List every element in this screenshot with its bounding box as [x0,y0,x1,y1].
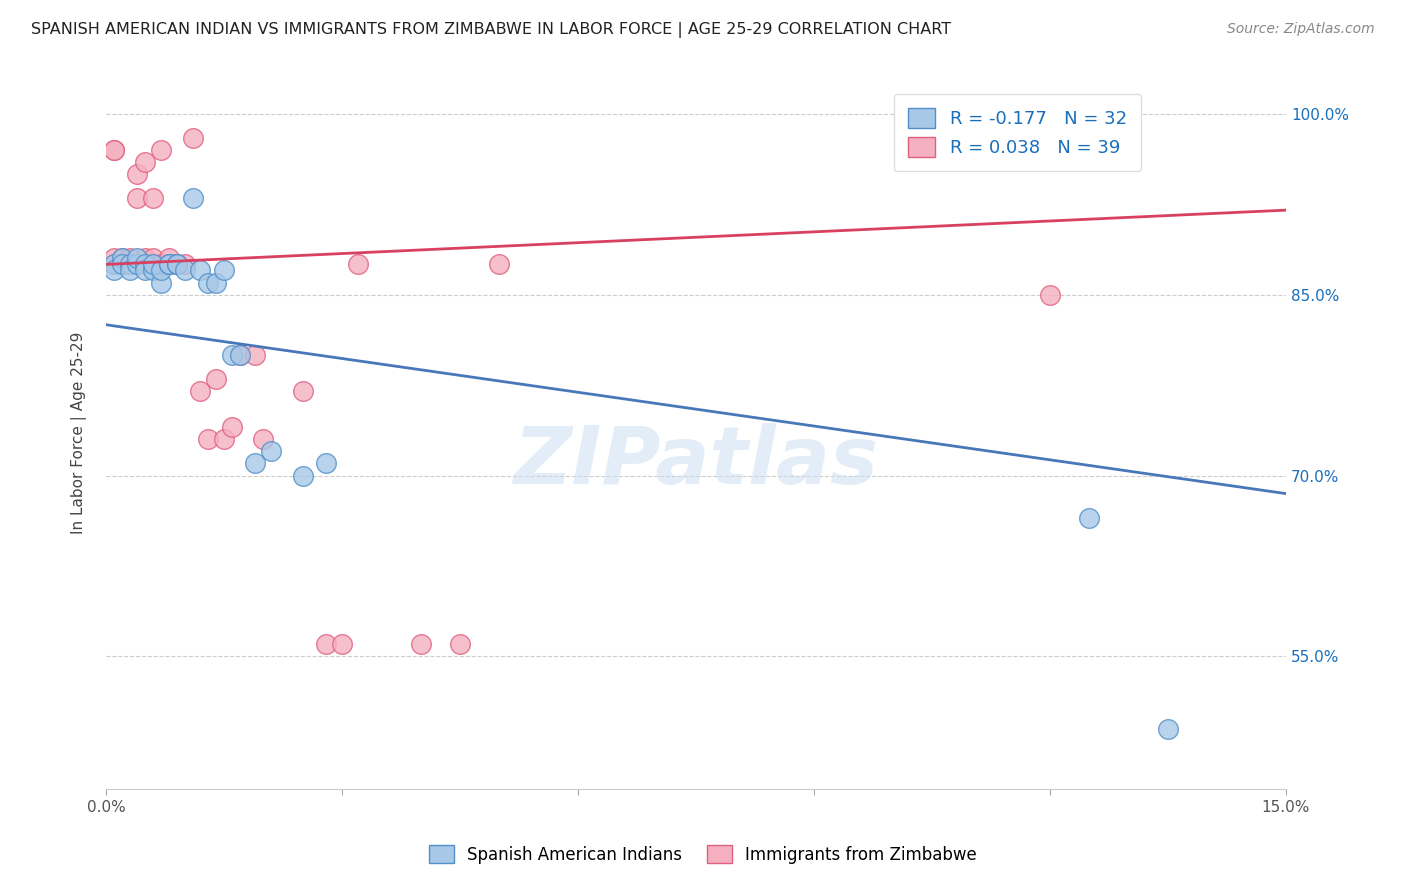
Point [157,252,180,266]
Text: ZIPatlas: ZIPatlas [513,423,879,500]
Text: SPANISH AMERICAN INDIAN VS IMMIGRANTS FROM ZIMBABWE IN LABOR FORCE | AGE 25-29 C: SPANISH AMERICAN INDIAN VS IMMIGRANTS FR… [31,22,950,38]
Point [111,257,134,271]
Point [205,372,228,386]
Point [166,257,188,271]
Point [111,252,134,266]
Point [252,433,274,447]
Point [150,276,173,290]
Point [1039,287,1062,301]
Point [134,154,156,169]
Point [118,263,141,277]
Point [181,191,204,205]
Point [166,257,188,271]
Point [150,263,173,277]
Point [449,637,471,651]
Legend: R = -0.177   N = 32, R = 0.038   N = 39: R = -0.177 N = 32, R = 0.038 N = 39 [894,94,1142,171]
Point [142,257,165,271]
Point [142,191,165,205]
Point [228,348,250,362]
Point [173,263,195,277]
Point [315,637,337,651]
Point [103,143,125,157]
Point [127,257,149,271]
Legend: Spanish American Indians, Immigrants from Zimbabwe: Spanish American Indians, Immigrants fro… [422,838,984,871]
Point [157,257,180,271]
Point [118,257,141,271]
Point [111,252,134,266]
Point [127,252,149,266]
Point [221,420,243,434]
Point [134,263,156,277]
Point [103,257,125,271]
Point [134,252,156,266]
Point [212,263,235,277]
Point [315,457,337,471]
Point [245,348,267,362]
Point [488,257,510,271]
Text: Source: ZipAtlas.com: Source: ZipAtlas.com [1227,22,1375,37]
Point [118,257,141,271]
Point [150,257,173,271]
Point [142,263,165,277]
Point [197,433,219,447]
Point [205,276,228,290]
Point [173,257,195,271]
Point [190,384,212,398]
Point [346,257,368,271]
Point [118,257,141,271]
Point [157,257,180,271]
Point [142,257,165,271]
Point [245,457,267,471]
Point [291,468,314,483]
Point [118,252,141,266]
Point [142,252,165,266]
Point [330,637,353,651]
Point [103,257,125,271]
Point [260,444,283,458]
Point [212,433,235,447]
Point [1078,510,1101,524]
Point [150,143,173,157]
Point [166,257,188,271]
Y-axis label: In Labor Force | Age 25-29: In Labor Force | Age 25-29 [72,332,87,534]
Point [197,276,219,290]
Point [291,384,314,398]
Point [228,348,250,362]
Point [127,167,149,181]
Point [103,143,125,157]
Point [103,252,125,266]
Point [1157,722,1180,736]
Point [111,257,134,271]
Point [221,348,243,362]
Point [181,130,204,145]
Point [127,191,149,205]
Point [157,257,180,271]
Point [409,637,432,651]
Point [134,257,156,271]
Point [190,263,212,277]
Point [103,263,125,277]
